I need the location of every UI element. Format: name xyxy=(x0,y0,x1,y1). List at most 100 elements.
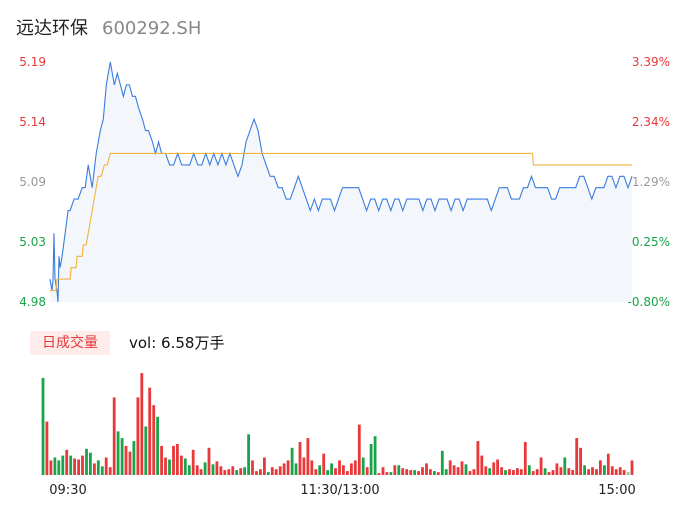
volume-bar xyxy=(361,457,365,475)
volume-bar xyxy=(610,466,614,475)
volume-bar xyxy=(89,452,92,475)
price-tick-label: 4.98 xyxy=(19,295,46,309)
volume-bar xyxy=(183,458,187,475)
percent-tick-label: 1.29% xyxy=(632,175,670,189)
stock-code: 600292.SH xyxy=(102,18,202,39)
volume-bar xyxy=(583,465,586,475)
volume-bar xyxy=(239,468,243,475)
volume-bar xyxy=(330,463,333,475)
price-tick-label: 5.19 xyxy=(19,55,46,69)
volume-bar xyxy=(263,457,266,475)
volume-bar xyxy=(108,467,112,475)
volume-bar xyxy=(599,460,602,475)
volume-bar xyxy=(436,472,440,475)
volume-bar xyxy=(603,465,606,475)
volume-bar xyxy=(504,470,507,475)
volume-bar xyxy=(595,469,598,475)
price-area xyxy=(50,62,632,302)
volume-bar xyxy=(468,471,472,475)
volume-tag[interactable]: 日成交量 xyxy=(30,331,110,355)
volume-bar xyxy=(421,467,424,475)
volume-bar xyxy=(231,466,235,475)
volume-bar xyxy=(251,460,254,475)
volume-bar xyxy=(144,426,148,475)
volume-bar xyxy=(606,453,610,475)
volume-bar xyxy=(369,444,373,475)
stock-name: 远达环保 xyxy=(16,18,88,39)
volume-bar xyxy=(342,465,345,475)
volume-bar xyxy=(172,445,175,475)
volume-bar xyxy=(156,416,159,475)
volume-bar xyxy=(417,471,420,475)
volume-bar xyxy=(425,463,428,475)
volume-bar xyxy=(353,460,357,475)
volume-bar xyxy=(191,449,195,475)
volume-bar xyxy=(247,434,250,475)
volume-bar xyxy=(464,464,468,475)
volume-bar xyxy=(176,444,179,475)
volume-bar xyxy=(211,464,215,475)
volume-bar xyxy=(413,470,416,475)
volume-bar xyxy=(274,469,278,475)
volume-bar xyxy=(448,460,452,475)
volume-readout: vol: 6.58万手 xyxy=(129,334,225,352)
volume-bar xyxy=(314,469,318,475)
volume-bar xyxy=(318,465,322,475)
volume-bar xyxy=(259,469,262,475)
volume-bar xyxy=(508,469,511,475)
volume-bar xyxy=(93,463,96,475)
volume-bar xyxy=(523,442,527,475)
volume-bar xyxy=(350,463,353,475)
volume-bar xyxy=(409,470,413,475)
volume-bar xyxy=(535,469,539,475)
volume-bar xyxy=(266,472,270,475)
price-line xyxy=(49,61,633,303)
volume-bar xyxy=(104,457,108,475)
volume-bar xyxy=(547,472,551,475)
volume-bar xyxy=(385,472,389,475)
volume-bar xyxy=(365,467,369,475)
volume-bar xyxy=(116,431,120,475)
volume-bar xyxy=(255,471,258,475)
volume-bar xyxy=(219,466,223,475)
volume-bar xyxy=(235,470,239,475)
volume-bar xyxy=(563,457,567,475)
volume-bar xyxy=(136,397,140,475)
volume-bar xyxy=(199,469,203,475)
time-tick-label: 09:30 xyxy=(49,483,86,498)
volume-bar xyxy=(500,467,503,475)
percent-tick-label: 2.34% xyxy=(632,115,670,129)
volume-bar xyxy=(180,455,183,475)
volume-bar xyxy=(397,465,401,475)
volume-bar xyxy=(444,469,448,475)
volume-bar xyxy=(120,438,124,475)
volume-bar xyxy=(302,457,306,475)
volume-bar xyxy=(148,387,152,475)
price-tick-label: 5.09 xyxy=(19,175,46,189)
price-tick-label: 5.14 xyxy=(19,115,46,129)
volume-bar xyxy=(124,445,128,475)
volume-bar xyxy=(45,421,49,475)
volume-bar xyxy=(618,467,622,475)
volume-bar xyxy=(85,448,88,475)
volume-bar xyxy=(539,457,543,475)
volume-bar xyxy=(622,470,626,475)
volume-bar xyxy=(630,460,634,475)
volume-bar xyxy=(429,469,432,475)
volume-bar xyxy=(338,460,341,475)
volume-bar xyxy=(334,468,337,475)
percent-tick-label: -0.80% xyxy=(628,295,670,309)
volume-bar xyxy=(393,465,397,475)
volume-bar xyxy=(73,458,76,475)
volume-bar xyxy=(69,455,73,475)
volume-bar xyxy=(559,467,563,475)
volume-bar xyxy=(243,467,246,475)
volume-bar xyxy=(587,469,590,475)
volume-bar xyxy=(452,465,456,475)
volume-bar xyxy=(377,473,381,475)
volume-bar xyxy=(492,462,496,475)
volume-bar xyxy=(294,463,298,475)
volume-bar xyxy=(480,455,484,475)
volume-bar xyxy=(357,424,361,475)
volume-bar xyxy=(65,449,69,475)
